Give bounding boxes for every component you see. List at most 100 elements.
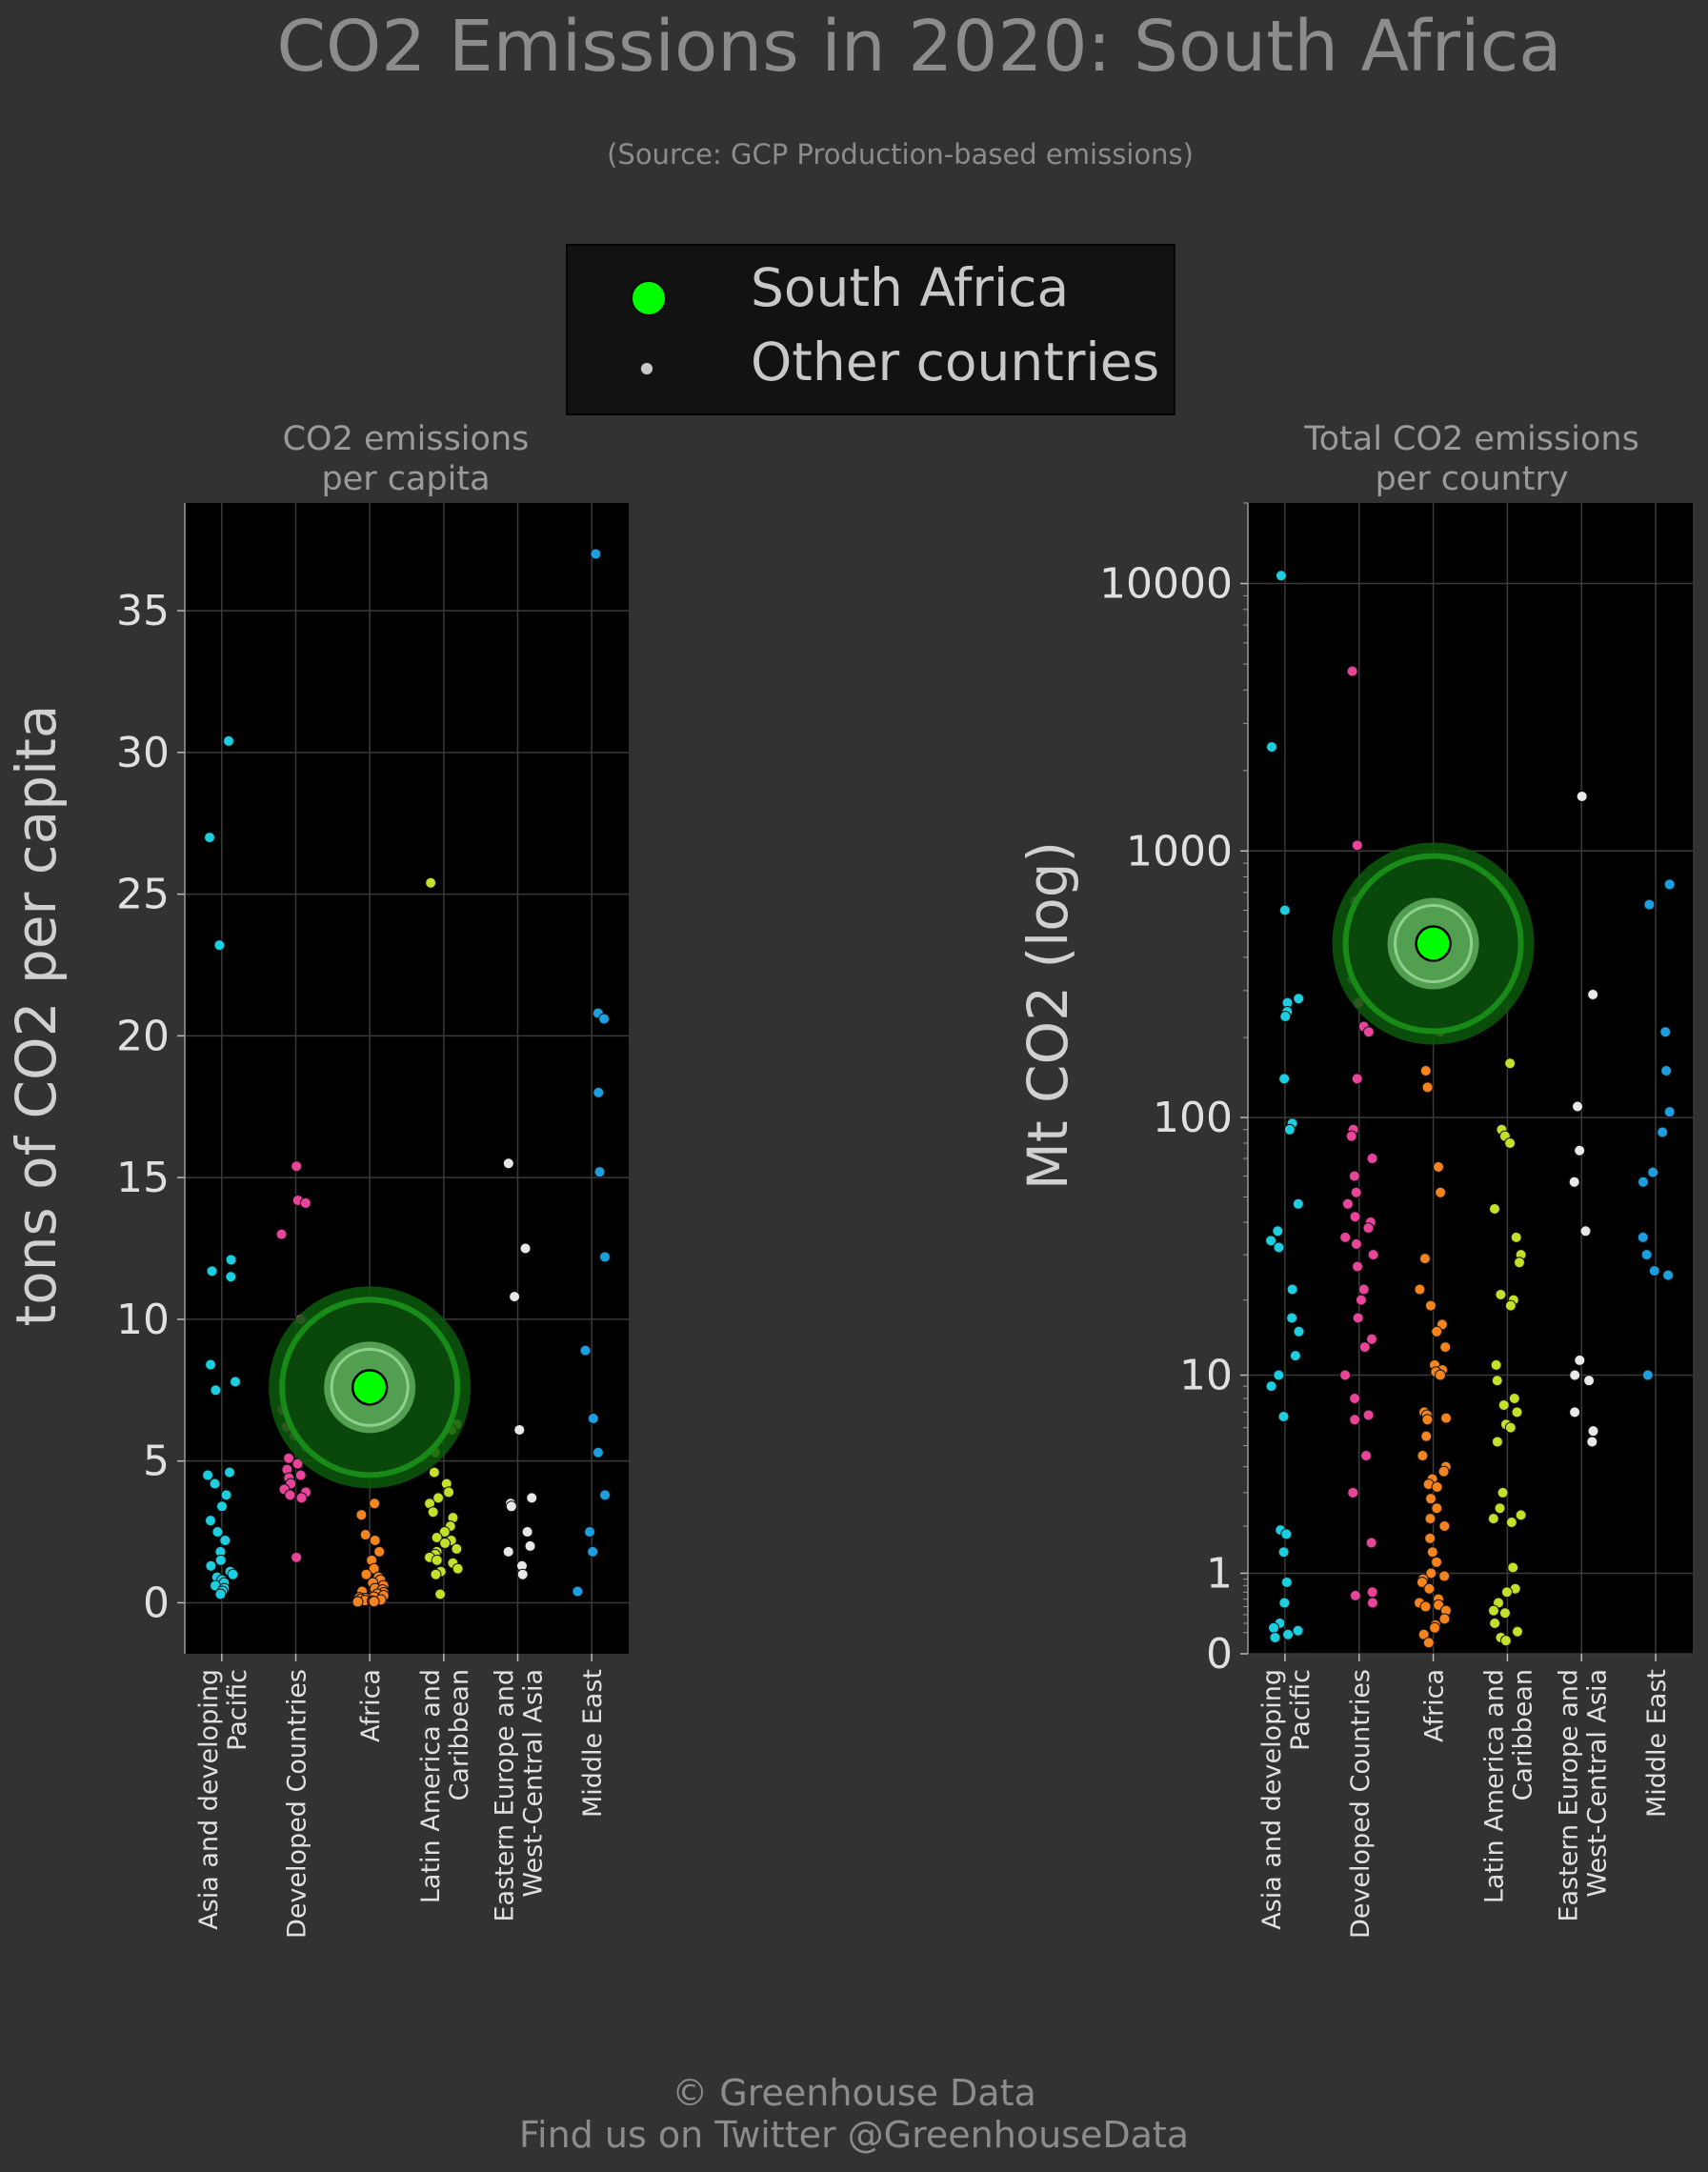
data-point-asia-and-developing-pacific xyxy=(1272,1225,1284,1237)
data-point-asia-and-developing-pacific xyxy=(1279,1010,1292,1022)
y-tick-label: 5 xyxy=(143,1438,170,1486)
data-point-middle-east xyxy=(593,1086,605,1098)
data-point-developed-countries xyxy=(1352,1260,1364,1273)
data-point-developed-countries xyxy=(1350,1237,1362,1250)
data-point-latin-america-and-caribbean xyxy=(427,1506,439,1518)
data-point-latin-america-and-caribbean xyxy=(425,876,437,889)
data-point-developed-countries xyxy=(1339,1369,1352,1381)
y-tick-label: 10000 xyxy=(1099,560,1233,609)
data-point-developed-countries xyxy=(275,1228,288,1240)
x-tick-label: Asia and developing xyxy=(194,1669,224,1930)
data-point-asia-and-developing-pacific xyxy=(209,1478,221,1490)
data-point-latin-america-and-caribbean xyxy=(1489,1617,1501,1629)
data-point-developed-countries xyxy=(294,1469,307,1481)
data-point-asia-and-developing-pacific xyxy=(1280,1576,1293,1588)
data-point-developed-countries xyxy=(1346,665,1358,677)
data-point-developed-countries xyxy=(1362,1026,1375,1038)
data-point-middle-east xyxy=(1657,1126,1669,1138)
data-point-asia-and-developing-pacific xyxy=(210,1384,222,1397)
data-point-asia-and-developing-pacific xyxy=(202,1469,214,1481)
data-point-middle-east xyxy=(1637,1176,1649,1188)
data-point-latin-america-and-caribbean xyxy=(1497,1486,1509,1498)
data-point-latin-america-and-caribbean xyxy=(1487,1513,1499,1525)
data-point-africa xyxy=(1424,1513,1437,1525)
legend-item-highlight: South Africa xyxy=(568,251,1174,328)
data-point-asia-and-developing-pacific xyxy=(219,1534,231,1546)
plot-background xyxy=(1248,503,1693,1654)
data-point-asia-and-developing-pacific xyxy=(230,1376,242,1388)
data-point-developed-countries xyxy=(1349,1392,1361,1404)
y-tick-label: 20 xyxy=(116,1012,170,1060)
x-tick-label: West-Central Asia xyxy=(1582,1669,1612,1898)
data-point-africa xyxy=(1426,1546,1438,1559)
data-point-africa xyxy=(1440,1412,1453,1424)
y-tick-label: 25 xyxy=(116,871,170,919)
data-point-middle-east xyxy=(599,1489,612,1501)
data-point-latin-america-and-caribbean xyxy=(1497,1398,1510,1411)
data-point-eastern-europe-and-west-central-asia xyxy=(1587,1425,1599,1438)
data-point-asia-and-developing-pacific xyxy=(1292,1624,1304,1637)
data-point-asia-and-developing-pacific xyxy=(227,1568,239,1580)
data-point-developed-countries xyxy=(1358,1341,1371,1354)
panel-title-total-line: per country xyxy=(1375,460,1569,498)
data-point-eastern-europe-and-west-central-asia xyxy=(519,1242,532,1255)
data-point-africa xyxy=(355,1509,368,1521)
data-point-africa xyxy=(1419,1065,1432,1077)
data-point-asia-and-developing-pacific xyxy=(1289,1350,1301,1362)
data-point-africa xyxy=(1421,1414,1434,1426)
data-point-developed-countries xyxy=(1349,1211,1361,1223)
data-point-latin-america-and-caribbean xyxy=(451,1542,463,1555)
data-point-latin-america-and-caribbean xyxy=(443,1486,455,1498)
data-point-middle-east xyxy=(598,1013,611,1025)
data-point-asia-and-developing-pacific xyxy=(205,1559,217,1572)
data-point-middle-east xyxy=(593,1166,606,1178)
data-point-middle-east xyxy=(592,1446,604,1458)
data-point-developed-countries xyxy=(1352,1312,1364,1324)
data-point-asia-and-developing-pacific xyxy=(224,1466,236,1478)
data-point-latin-america-and-caribbean xyxy=(1491,1436,1503,1448)
data-point-middle-east xyxy=(572,1585,584,1598)
data-point-asia-and-developing-pacific xyxy=(1269,1631,1281,1643)
data-point-developed-countries xyxy=(1351,1073,1363,1085)
data-point-middle-east xyxy=(1648,1264,1660,1277)
data-point-asia-and-developing-pacific xyxy=(211,1526,224,1538)
data-point-eastern-europe-and-west-central-asia xyxy=(502,1157,514,1170)
data-point-developed-countries xyxy=(1349,1414,1361,1426)
data-point-developed-countries xyxy=(1366,1597,1378,1609)
highlight-ring xyxy=(330,1347,410,1427)
data-point-developed-countries xyxy=(291,1160,303,1173)
data-point-africa xyxy=(1435,1186,1447,1198)
highlight-marker xyxy=(631,280,667,316)
data-point-latin-america-and-caribbean xyxy=(1504,1421,1517,1434)
data-point-latin-america-and-caribbean xyxy=(431,1532,443,1544)
x-tick-label: Pacific xyxy=(1286,1669,1316,1751)
data-point-africa xyxy=(1438,1613,1451,1625)
data-point-middle-east xyxy=(1662,1269,1675,1281)
data-point-eastern-europe-and-west-central-asia xyxy=(1569,1406,1581,1418)
x-tick-label: Asia and developing xyxy=(1257,1669,1287,1930)
data-point-asia-and-developing-pacific xyxy=(215,1500,228,1513)
data-point-asia-and-developing-pacific xyxy=(1265,1235,1277,1247)
data-point-africa xyxy=(1429,1621,1441,1634)
data-point-eastern-europe-and-west-central-asia xyxy=(1574,1144,1586,1156)
x-tick-label: Middle East xyxy=(1642,1669,1672,1818)
data-point-africa xyxy=(1439,1341,1452,1354)
data-point-developed-countries xyxy=(1345,1130,1357,1142)
data-point-asia-and-developing-pacific xyxy=(1286,1283,1298,1296)
data-point-eastern-europe-and-west-central-asia xyxy=(1574,1354,1586,1366)
x-tick-label: Middle East xyxy=(578,1669,608,1818)
data-point-eastern-europe-and-west-central-asia xyxy=(1572,1100,1584,1113)
data-point-middle-east xyxy=(1663,878,1676,891)
data-point-africa xyxy=(1431,1502,1443,1515)
x-tick-label: Latin America and xyxy=(416,1669,446,1903)
data-point-asia-and-developing-pacific xyxy=(204,832,216,844)
data-point-africa xyxy=(1431,1480,1443,1493)
chart-title: CO2 Emissions in 2020: South Africa xyxy=(276,6,1562,88)
data-point-middle-east xyxy=(584,1526,596,1538)
data-point-africa xyxy=(368,1596,380,1608)
data-point-eastern-europe-and-west-central-asia xyxy=(526,1492,538,1504)
y-tick-label: 1 xyxy=(1206,1549,1233,1598)
data-point-africa xyxy=(1438,1570,1451,1582)
data-point-eastern-europe-and-west-central-asia xyxy=(521,1526,533,1538)
